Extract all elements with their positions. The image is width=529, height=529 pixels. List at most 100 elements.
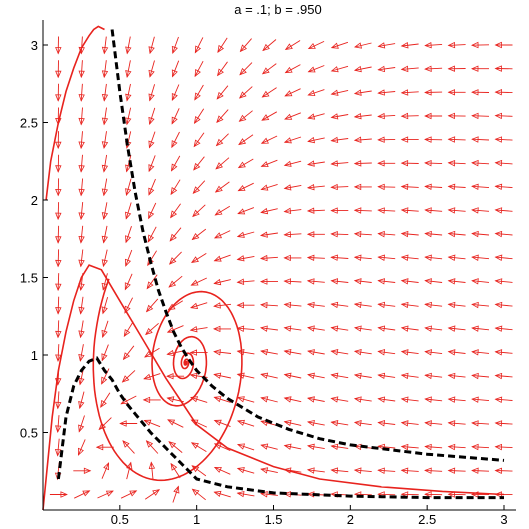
field-arrow-shaft: [425, 469, 443, 472]
field-arrow-shaft: [401, 43, 419, 47]
field-arrow: [125, 83, 132, 102]
field-arrow-shaft: [214, 230, 231, 239]
field-arrow-head: [494, 301, 503, 309]
field-arrow: [471, 443, 490, 451]
field-arrow: [471, 159, 490, 167]
field-arrow-head: [171, 69, 178, 78]
field-arrow-head: [101, 46, 109, 55]
field-arrow-shaft: [57, 249, 60, 267]
field-arrow: [330, 160, 349, 167]
field-arrow-head: [471, 372, 479, 380]
field-arrow-head: [353, 396, 362, 403]
field-arrow: [424, 207, 443, 214]
field-arrow-head: [238, 138, 247, 146]
field-arrow-head: [238, 91, 247, 99]
field-arrow-shaft: [448, 470, 466, 472]
field-arrow-shaft: [103, 36, 107, 54]
field-arrow-shaft: [102, 249, 108, 267]
field-arrow-head: [125, 235, 132, 244]
field-arrow-head: [400, 230, 409, 238]
field-arrow: [120, 490, 138, 499]
field-arrow-shaft: [331, 374, 349, 379]
field-arrow: [171, 84, 180, 102]
field-arrow-shaft: [425, 446, 443, 449]
field-arrow-shaft: [237, 492, 255, 497]
field-arrow-shaft: [401, 446, 419, 449]
field-arrow-head: [83, 467, 92, 475]
field-arrow-shaft: [307, 161, 325, 166]
field-arrow-shaft: [472, 138, 490, 141]
field-arrow-head: [424, 254, 432, 261]
field-arrow-head: [236, 467, 245, 474]
field-arrow-shaft: [57, 273, 60, 291]
field-arrow-shaft: [448, 209, 466, 212]
field-arrow-head: [236, 490, 245, 498]
field-arrow: [494, 325, 513, 332]
field-arrow-head: [213, 278, 222, 286]
field-arrow: [353, 183, 372, 191]
field-arrow: [144, 489, 161, 500]
field-arrow-shaft: [331, 186, 349, 188]
field-arrow-head: [213, 396, 222, 403]
field-arrow-shaft: [495, 91, 513, 94]
field-arrow-shaft: [354, 42, 372, 48]
field-arrow-shaft: [425, 67, 443, 70]
field-arrow-head: [424, 230, 432, 238]
field-arrow: [494, 159, 513, 167]
field-arrow: [262, 39, 277, 52]
field-arrow-head: [307, 396, 315, 403]
field-arrow: [78, 131, 85, 150]
field-arrow-head: [148, 69, 155, 78]
field-arrow-shaft: [307, 445, 325, 450]
field-arrow-shaft: [354, 469, 372, 473]
field-arrow: [353, 207, 372, 214]
field-arrow: [307, 349, 325, 356]
field-arrow-shaft: [307, 469, 325, 473]
field-arrow: [125, 154, 132, 173]
field-arrow-head: [400, 183, 409, 191]
field-arrow-head: [147, 234, 155, 243]
field-arrow-head: [306, 467, 315, 474]
field-arrow-shaft: [149, 60, 155, 77]
field-arrow-shaft: [495, 422, 513, 425]
field-arrow-head: [400, 325, 409, 332]
field-arrow: [283, 419, 302, 427]
field-arrow: [447, 491, 466, 498]
field-arrow-shaft: [354, 374, 372, 378]
field-arrow-shaft: [190, 302, 208, 309]
field-arrow-head: [377, 230, 385, 238]
field-arrow-head: [189, 349, 198, 356]
field-arrow: [101, 60, 109, 79]
field-arrow: [447, 183, 466, 191]
field-arrow-head: [193, 116, 201, 124]
field-arrow-shaft: [495, 398, 513, 401]
field-arrow-shaft: [216, 85, 229, 100]
field-arrow: [236, 278, 255, 285]
field-arrow-head: [307, 372, 315, 379]
field-arrow-head: [330, 207, 338, 214]
field-arrow-head: [494, 254, 503, 261]
field-arrow-head: [145, 304, 154, 313]
field-arrow-shaft: [354, 66, 372, 71]
field-arrow: [471, 420, 490, 427]
field-arrow-head: [103, 462, 109, 471]
field-arrow-head: [129, 490, 138, 497]
field-arrow-head: [78, 259, 85, 268]
y-tick-label: 0.5: [20, 426, 38, 441]
field-arrow-head: [307, 419, 315, 427]
field-arrow-shaft: [472, 185, 490, 189]
field-arrow-head: [283, 137, 292, 144]
field-arrow: [400, 443, 419, 451]
field-arrow: [377, 254, 396, 261]
field-arrow-shaft: [448, 280, 466, 283]
field-arrow: [400, 491, 419, 498]
field-arrow-shaft: [194, 60, 204, 77]
field-arrow: [194, 84, 204, 101]
field-arrow-head: [168, 280, 177, 288]
field-arrow: [101, 249, 108, 268]
x-tick-label: 1.5: [264, 512, 282, 527]
field-arrow: [236, 349, 255, 356]
field-arrow: [168, 275, 183, 288]
field-arrow-head: [192, 186, 201, 194]
field-arrow-head: [191, 488, 200, 496]
